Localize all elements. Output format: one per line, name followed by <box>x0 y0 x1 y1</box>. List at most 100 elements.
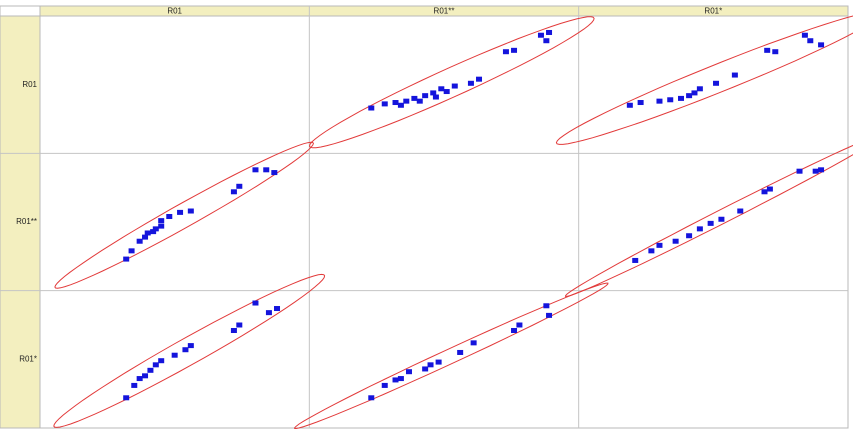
scatter-point <box>230 327 237 333</box>
scatter-point <box>147 367 154 373</box>
scatter-point <box>123 395 130 401</box>
row-label: R01* <box>19 354 37 363</box>
scatter-point <box>637 100 644 106</box>
scatter-point <box>422 93 429 99</box>
scatter-point <box>128 248 135 254</box>
scatter-point <box>158 218 165 224</box>
scatter-point <box>772 49 779 55</box>
scatter-point <box>158 223 165 229</box>
confidence-ellipse <box>555 15 853 145</box>
scatter-point <box>136 238 143 244</box>
scatter-point <box>713 80 720 86</box>
scatter-point <box>411 95 418 101</box>
scatter-point <box>392 377 399 383</box>
row-label: R01** <box>16 217 37 226</box>
scatter-point <box>422 366 429 372</box>
scatter-point <box>543 303 550 309</box>
scatter-point <box>467 80 474 86</box>
scatter-point <box>152 362 159 368</box>
scatter-point <box>764 47 771 53</box>
header-column <box>0 15 41 429</box>
scatter-point <box>672 238 679 244</box>
scatter-point <box>432 94 439 100</box>
scatter-point <box>136 376 143 382</box>
scatter-point <box>818 42 825 48</box>
scatter-point <box>807 38 814 44</box>
scatter-point <box>142 373 149 379</box>
scatter-point <box>731 72 738 78</box>
column-label: R01 <box>167 7 182 16</box>
scatter-point <box>381 382 388 388</box>
scatter-point <box>796 168 803 174</box>
scatter-point <box>368 105 375 111</box>
scatter-point <box>397 376 404 382</box>
scatter-point <box>678 95 685 101</box>
scatter-point <box>766 186 773 192</box>
scatter-point <box>405 369 412 375</box>
scatter-point <box>152 226 159 232</box>
scatter-point <box>381 101 388 107</box>
scatter-point <box>511 47 518 53</box>
scatter-point <box>696 226 703 232</box>
scatter-point <box>403 98 410 104</box>
scatter-point <box>656 242 663 248</box>
scatter-point <box>142 234 149 240</box>
scatter-point <box>511 327 518 333</box>
scatter-point <box>397 102 404 108</box>
scatter-point <box>761 189 768 195</box>
scatter-point <box>187 208 194 214</box>
scatter-point <box>177 209 184 215</box>
scatter-point <box>416 98 423 104</box>
scatter-point <box>438 86 445 92</box>
scatter-point <box>632 257 639 263</box>
scatter-point <box>271 170 278 176</box>
scatter-point <box>470 340 477 346</box>
scatter-point <box>656 98 663 104</box>
scatter-point <box>516 322 523 328</box>
scatter-point <box>427 362 434 368</box>
scatter-point <box>801 32 808 38</box>
scatter-point <box>691 90 698 96</box>
scatter-point <box>131 382 138 388</box>
column-label: R01* <box>704 7 722 16</box>
scatter-point <box>696 86 703 92</box>
confidence-ellipse <box>54 141 314 289</box>
scatter-point <box>543 38 550 44</box>
scatter-point <box>626 102 633 108</box>
scatter-point <box>430 90 437 96</box>
scatter-point <box>737 208 744 214</box>
scatter-point <box>187 343 194 349</box>
scatter-point <box>265 310 272 316</box>
scatter-point <box>648 248 655 254</box>
scatter-point <box>443 89 450 95</box>
scatter-point <box>368 395 375 401</box>
scatter-point <box>476 76 483 82</box>
scatter-point <box>150 229 157 235</box>
scatter-point <box>171 352 178 358</box>
header-row <box>39 5 849 17</box>
confidence-ellipse <box>294 282 609 429</box>
column-label: R01** <box>434 7 455 16</box>
scatter-point <box>818 167 825 173</box>
scatter-point <box>144 230 151 236</box>
scatter-point <box>502 49 509 55</box>
scatter-point <box>718 216 725 222</box>
scatter-point <box>182 347 189 353</box>
scatter-point <box>252 167 259 173</box>
scatter-point <box>236 183 243 189</box>
scatter-point <box>686 93 693 99</box>
scatter-point <box>123 256 130 262</box>
row-label: R01 <box>22 80 37 89</box>
scatter-point <box>158 358 165 364</box>
scatter-point <box>274 306 281 312</box>
scatter-point <box>707 220 714 226</box>
scatter-point <box>236 322 243 328</box>
scatter-point <box>392 100 399 106</box>
scatter-point <box>667 97 674 103</box>
scatter-point <box>435 359 442 365</box>
scatter-point <box>812 168 819 174</box>
scatter-point <box>546 312 553 318</box>
confidence-ellipse <box>308 16 595 149</box>
scatter-point <box>537 32 544 38</box>
